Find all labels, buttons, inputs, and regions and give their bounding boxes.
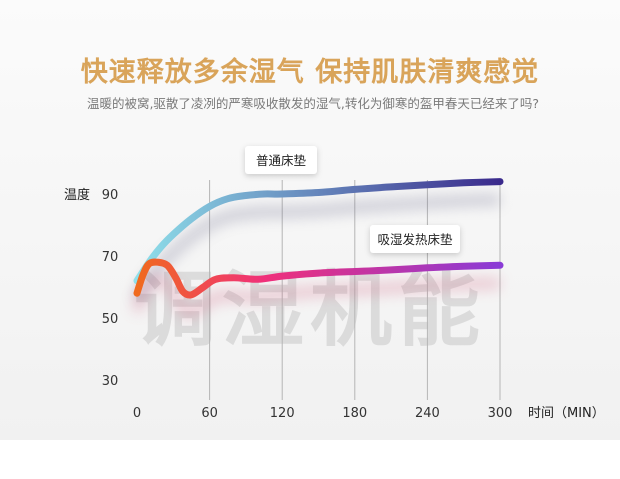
x-tick-labels: 0 60 120 180 240 300 xyxy=(133,406,513,421)
series-shadow xyxy=(132,275,501,319)
legend-normal: 普通床垫 xyxy=(245,146,317,174)
series-shadows xyxy=(132,194,501,319)
legend-normal-text: 普通床垫 xyxy=(256,153,307,168)
page-subtitle: 温暖的被窝,驱散了凌冽的严寒吸收散发的湿气,转化为御寒的盔甲春天已经来了吗? xyxy=(86,96,540,111)
legend-humid: 吸湿发热床垫 xyxy=(370,225,460,253)
y-tick-label: 30 xyxy=(102,374,119,389)
x-tick-label: 300 xyxy=(488,406,513,421)
x-tick-label: 0 xyxy=(133,406,141,421)
y-tick-label: 50 xyxy=(102,312,119,327)
y-axis-label: 温度 xyxy=(64,187,90,203)
x-tick-label: 120 xyxy=(270,406,295,421)
x-tick-label: 180 xyxy=(342,406,367,421)
background-panel xyxy=(0,0,620,440)
legend-humid-text: 吸湿发热床垫 xyxy=(377,232,453,247)
series-line-normal xyxy=(133,178,504,285)
x-axis-label: 时间（MIN） xyxy=(528,406,605,421)
page-title: 快速释放多余湿气 保持肌肤清爽感觉 xyxy=(80,57,540,88)
y-tick-label: 90 xyxy=(102,188,119,203)
series-shadow xyxy=(132,194,501,302)
x-tick-label: 240 xyxy=(415,406,440,421)
y-tick-label: 70 xyxy=(102,250,119,265)
series-line-humid xyxy=(133,258,504,299)
y-tick-labels: 30 50 70 90 xyxy=(102,188,119,389)
series-group xyxy=(133,178,504,299)
x-tick-label: 60 xyxy=(201,406,218,421)
